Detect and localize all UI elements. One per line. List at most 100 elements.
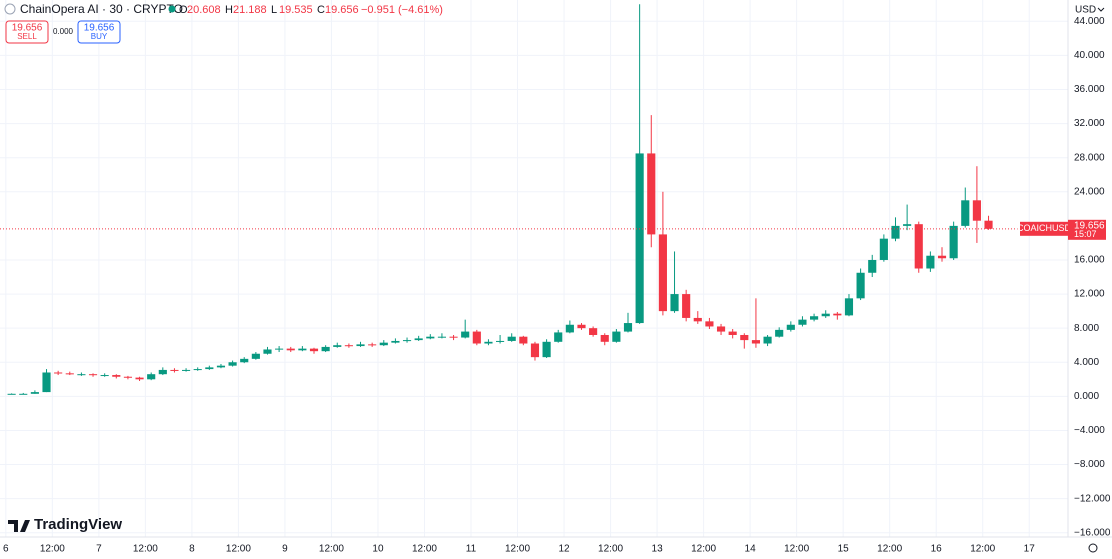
brand-logo [8,520,30,532]
candle-body [542,341,551,358]
ohlc-key: L [271,4,277,16]
candle-body [240,358,249,363]
y-tick-label: −16.000 [1074,527,1111,538]
ohlc-value: 19.535 [279,4,313,16]
ohlc-value: 21.188 [233,4,267,16]
y-tick-label: 4.000 [1074,357,1099,368]
candle-body [251,353,260,359]
candle-body [786,324,795,330]
candle-body [426,336,435,339]
x-tick-label: 12:00 [40,544,65,555]
y-tick-label: 12.000 [1074,289,1105,300]
candle-body [379,342,388,346]
x-tick-label: 12:00 [226,544,251,555]
candle-body [461,331,470,338]
y-tick-label: 36.000 [1074,84,1105,95]
candle-body [391,340,400,343]
candle-body [309,348,319,352]
buy-price: 19.656 [84,23,115,34]
candle-body [496,340,505,342]
x-tick-label: 12:00 [133,544,158,555]
candle-body [112,375,121,377]
candle-body [449,336,458,338]
candle-body [682,294,691,318]
candle-body [437,336,447,338]
symbol-icon [4,3,16,15]
candle-body [228,362,237,366]
x-tick-label: 6 [3,544,9,555]
y-tick-label: 32.000 [1074,118,1105,129]
buy-label: BUY [91,32,108,41]
candle-body [623,323,633,332]
y-tick-label: 8.000 [1074,323,1099,334]
ohlc-key: H [225,4,233,16]
ohlc-key: O [179,4,188,16]
x-tick-label: 11 [466,544,477,555]
candle-body [984,220,993,229]
candle-body [565,324,574,333]
candle-body [716,326,726,332]
brand-name: TradingView [34,516,122,533]
y-tick-label: 24.000 [1074,186,1105,197]
candle-body [728,331,737,335]
x-tick-label: 12:00 [598,544,623,555]
candle-body [903,224,912,226]
candle-body [914,224,923,269]
candle-body [879,238,888,260]
candle-body [705,321,714,327]
currency[interactable]: USD [1075,5,1096,16]
x-tick-label: 13 [652,544,664,555]
symbol-title[interactable]: ChainOpera AI · 30 · CRYPTO [20,2,183,16]
y-tick-label: 28.000 [1074,152,1105,163]
candle-body [368,344,377,346]
candle-body [635,153,644,324]
candle-body [554,332,563,342]
y-tick-label: 0.000 [1074,391,1099,402]
buy-button[interactable] [77,20,121,44]
candle-body [507,336,516,341]
candle-body [972,200,981,221]
candle-body [170,369,179,371]
candle-body [333,345,342,347]
candle-body [670,294,679,312]
candle-body [821,313,830,317]
y-tick-label: 40.000 [1074,50,1105,61]
candle-body [844,298,854,316]
candle-body [833,313,842,316]
y-tick-label: −4.000 [1074,425,1105,436]
ohlc-value: 20.608 [187,4,221,16]
candle-body [926,255,935,269]
ohlc-key: C [317,4,325,16]
price-label-box [1068,219,1106,240]
candle-body [891,225,900,239]
candle-body [484,341,493,344]
candle-body [600,334,609,342]
x-tick-label: 9 [282,544,288,555]
candle-body [42,372,51,393]
x-tick-label: 10 [372,544,384,555]
candle-body [763,336,772,344]
candle-body [472,331,481,344]
candle-body [937,255,947,259]
candle-body [30,392,39,394]
sell-button[interactable] [5,20,49,44]
x-tick-label: 12:00 [970,544,995,555]
candle-body [286,348,295,351]
candle-body [54,372,63,374]
x-tick-label: 16 [931,544,943,555]
candle-body [182,369,191,371]
x-tick-label: 12:00 [877,544,902,555]
settings-icon[interactable] [1088,543,1098,553]
candle-body [868,259,877,273]
candle-body [740,334,749,341]
candle-body [205,367,214,370]
candle-body [647,153,656,235]
y-tick-label: −8.000 [1074,459,1105,470]
candle-body [751,340,761,344]
candle-body [589,328,598,335]
x-tick-label: 12:00 [412,544,437,555]
candle-body [100,375,109,377]
symbol-label-box [1020,221,1068,236]
candle-body [123,376,132,378]
